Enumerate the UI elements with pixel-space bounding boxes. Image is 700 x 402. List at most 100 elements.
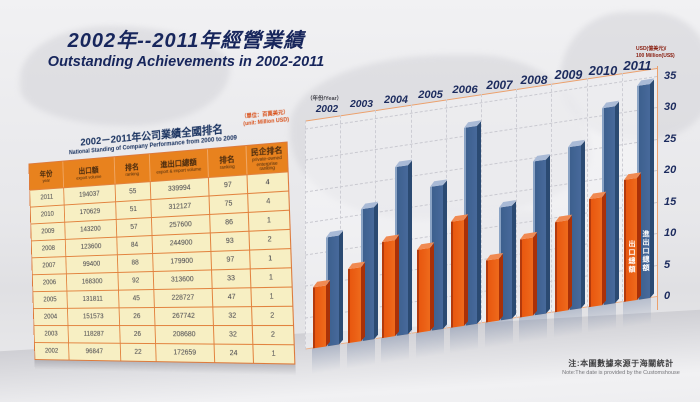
value-cell: 57 — [116, 218, 153, 237]
y-tick-label-25: 25 — [664, 132, 677, 145]
bar-reflection — [588, 303, 616, 338]
value-cell: 47 — [212, 288, 253, 307]
legend-export: 出口總額 — [628, 240, 635, 274]
bar-reflection — [622, 297, 651, 333]
bar-export-2005 — [416, 242, 434, 333]
value-cell: 2 — [270, 331, 276, 339]
y-tick-label-5: 5 — [664, 258, 671, 271]
y-tick-label-10: 10 — [664, 227, 677, 239]
year-label-2006: 2006 — [452, 83, 478, 96]
bar-export-2010 — [589, 191, 607, 308]
bar-reflection — [519, 313, 547, 348]
value-cell: 22 — [120, 343, 157, 362]
page-title-en: Outstanding Achievements in 2002-2011 — [47, 54, 325, 70]
value-cell: 45 — [118, 290, 155, 308]
year-label-2003: 2003 — [349, 98, 373, 110]
column-header-0: 年份 year — [29, 161, 65, 190]
bar-reflection — [553, 308, 582, 343]
value-cell: 244900 — [152, 233, 212, 253]
bar-reflection — [415, 328, 444, 364]
value-cell: 93 — [210, 231, 251, 251]
bar-side-face — [580, 141, 585, 309]
value-cell: 1 — [266, 217, 272, 225]
year-cell: 2005 — [33, 291, 68, 309]
bar-reflection — [381, 334, 409, 369]
value-cell: 24 — [214, 344, 255, 363]
year-cell: 2002 — [34, 343, 70, 360]
value-cell: 1 — [268, 255, 273, 263]
value-cell: 312127 — [151, 196, 211, 218]
bar-side-face — [373, 203, 378, 340]
bar-side-face — [567, 215, 572, 311]
year-label-2010: 2010 — [588, 63, 618, 79]
page-title-zh: 2002年--2011年經營業績 — [67, 30, 305, 52]
y-tick-label-0: 0 — [664, 290, 671, 302]
value-cell: 55 — [115, 182, 152, 202]
bar-side-face — [615, 102, 619, 304]
source-note-en: Note:The date is provided by the Customs… — [562, 370, 680, 376]
y-axis-unit-line2: 100 Million(US$) — [636, 53, 675, 60]
bar-reflection — [484, 318, 513, 353]
year-cell: 2004 — [33, 308, 69, 326]
bar-side-face — [464, 215, 468, 326]
performance-table: 2002－2011年公司業績全國排名 National Standing of … — [28, 109, 296, 376]
value-cell: 131811 — [67, 290, 120, 308]
bar-reflection — [450, 323, 478, 358]
value-cell: 88 — [117, 253, 154, 272]
gridline-vertical — [481, 94, 482, 324]
bar-side-face — [326, 280, 330, 347]
value-cell: 97 — [211, 250, 251, 270]
value-cell: 123600 — [65, 237, 118, 257]
value-cell: 194037 — [64, 184, 117, 205]
y-tick-label-15: 15 — [664, 195, 677, 208]
value-cell: 32 — [213, 326, 254, 344]
bar-side-face — [533, 232, 537, 316]
y-tick-label-30: 30 — [664, 101, 677, 113]
value-cell: 267742 — [154, 307, 214, 326]
table-row: 2004 151573 26 267742 32 2 — [33, 305, 293, 326]
chart-y-axis-line — [657, 66, 658, 310]
bar-side-face — [429, 243, 434, 332]
bar-export-2007 — [485, 252, 503, 323]
year-label-2005: 2005 — [418, 88, 443, 101]
bar-export-2009 — [554, 214, 572, 313]
gridline-vertical — [516, 88, 518, 319]
value-cell: 32 — [213, 307, 253, 326]
year-cell: 2008 — [31, 239, 67, 258]
bar-side-face — [546, 154, 550, 314]
table-row: 2003 118287 26 208680 32 2 — [34, 324, 294, 345]
source-note: 注:本圖數據來源于海關統計 Note:The date is provided … — [545, 358, 697, 376]
column-header-3: 進出口總額 export & import volume — [149, 149, 209, 182]
y-axis-unit-label: USD(億美元)/ 100 Million(US$) — [636, 46, 698, 61]
column-header-4: 排名 ranking — [207, 146, 248, 177]
column-header-1: 出口額 export volume — [63, 157, 116, 188]
bar-side-face — [649, 79, 654, 299]
value-cell: 228727 — [154, 288, 214, 308]
value-cell: 51 — [116, 200, 152, 219]
gridline-vertical — [551, 83, 553, 313]
value-cell: 143200 — [65, 219, 118, 239]
value-cell: 26 — [120, 326, 157, 344]
bar-export-2002 — [313, 279, 331, 349]
year-cell: 2006 — [32, 274, 68, 292]
bar-side-face — [339, 230, 343, 345]
bar-export-2006 — [451, 214, 469, 328]
year-label-2004: 2004 — [384, 93, 408, 106]
value-cell: 2 — [270, 312, 275, 320]
source-note-zh: 注:本圖數據來源于海關統計 — [568, 359, 674, 368]
bar-side-face — [442, 180, 447, 330]
year-label-2007: 2007 — [486, 78, 513, 92]
value-cell: 118287 — [68, 326, 121, 343]
x-axis-caption: （年份/Year） — [307, 96, 343, 102]
value-cell: 1 — [268, 274, 274, 282]
value-cell: 172659 — [156, 344, 216, 363]
value-cell: 168300 — [66, 272, 119, 291]
y-tick-label-35: 35 — [664, 69, 677, 82]
value-cell: 96847 — [68, 343, 122, 361]
gridline-vertical — [586, 78, 588, 308]
value-cell: 2 — [267, 236, 272, 244]
value-cell: 84 — [117, 236, 154, 255]
value-cell: 170629 — [64, 202, 117, 222]
